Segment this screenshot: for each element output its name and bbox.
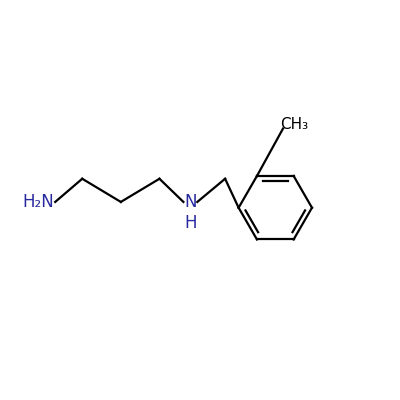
Text: CH₃: CH₃ [280,117,309,132]
Text: N: N [184,193,196,211]
Text: H₂N: H₂N [22,193,54,211]
Text: H: H [184,214,196,232]
